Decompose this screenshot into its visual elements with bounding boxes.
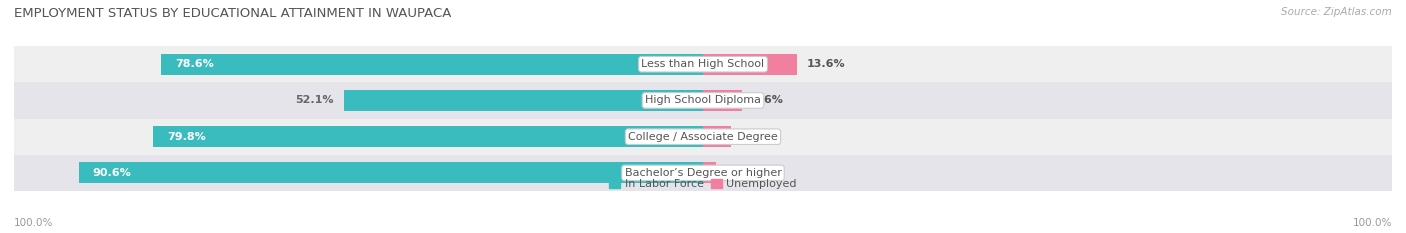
- Text: 100.0%: 100.0%: [1353, 218, 1392, 228]
- Text: 90.6%: 90.6%: [93, 168, 131, 178]
- Bar: [703, 54, 797, 75]
- Bar: [703, 162, 716, 183]
- Bar: [14, 82, 1392, 119]
- Bar: [162, 54, 703, 75]
- Text: Source: ZipAtlas.com: Source: ZipAtlas.com: [1281, 7, 1392, 17]
- Text: EMPLOYMENT STATUS BY EDUCATIONAL ATTAINMENT IN WAUPACA: EMPLOYMENT STATUS BY EDUCATIONAL ATTAINM…: [14, 7, 451, 20]
- Bar: [14, 46, 1392, 82]
- Text: Less than High School: Less than High School: [641, 59, 765, 69]
- Text: Bachelor’s Degree or higher: Bachelor’s Degree or higher: [624, 168, 782, 178]
- Bar: [153, 126, 703, 147]
- Bar: [14, 155, 1392, 191]
- Bar: [344, 90, 703, 111]
- Text: High School Diploma: High School Diploma: [645, 96, 761, 106]
- Legend: In Labor Force, Unemployed: In Labor Force, Unemployed: [605, 175, 801, 194]
- Text: College / Associate Degree: College / Associate Degree: [628, 132, 778, 142]
- Text: 4.1%: 4.1%: [741, 132, 772, 142]
- Text: 100.0%: 100.0%: [14, 218, 53, 228]
- Text: 52.1%: 52.1%: [295, 96, 333, 106]
- Text: 1.9%: 1.9%: [727, 168, 758, 178]
- Text: 79.8%: 79.8%: [167, 132, 205, 142]
- Bar: [703, 126, 731, 147]
- Text: 13.6%: 13.6%: [807, 59, 845, 69]
- Text: 78.6%: 78.6%: [176, 59, 214, 69]
- Text: 5.6%: 5.6%: [752, 96, 783, 106]
- Bar: [79, 162, 703, 183]
- Bar: [703, 90, 741, 111]
- Bar: [14, 119, 1392, 155]
